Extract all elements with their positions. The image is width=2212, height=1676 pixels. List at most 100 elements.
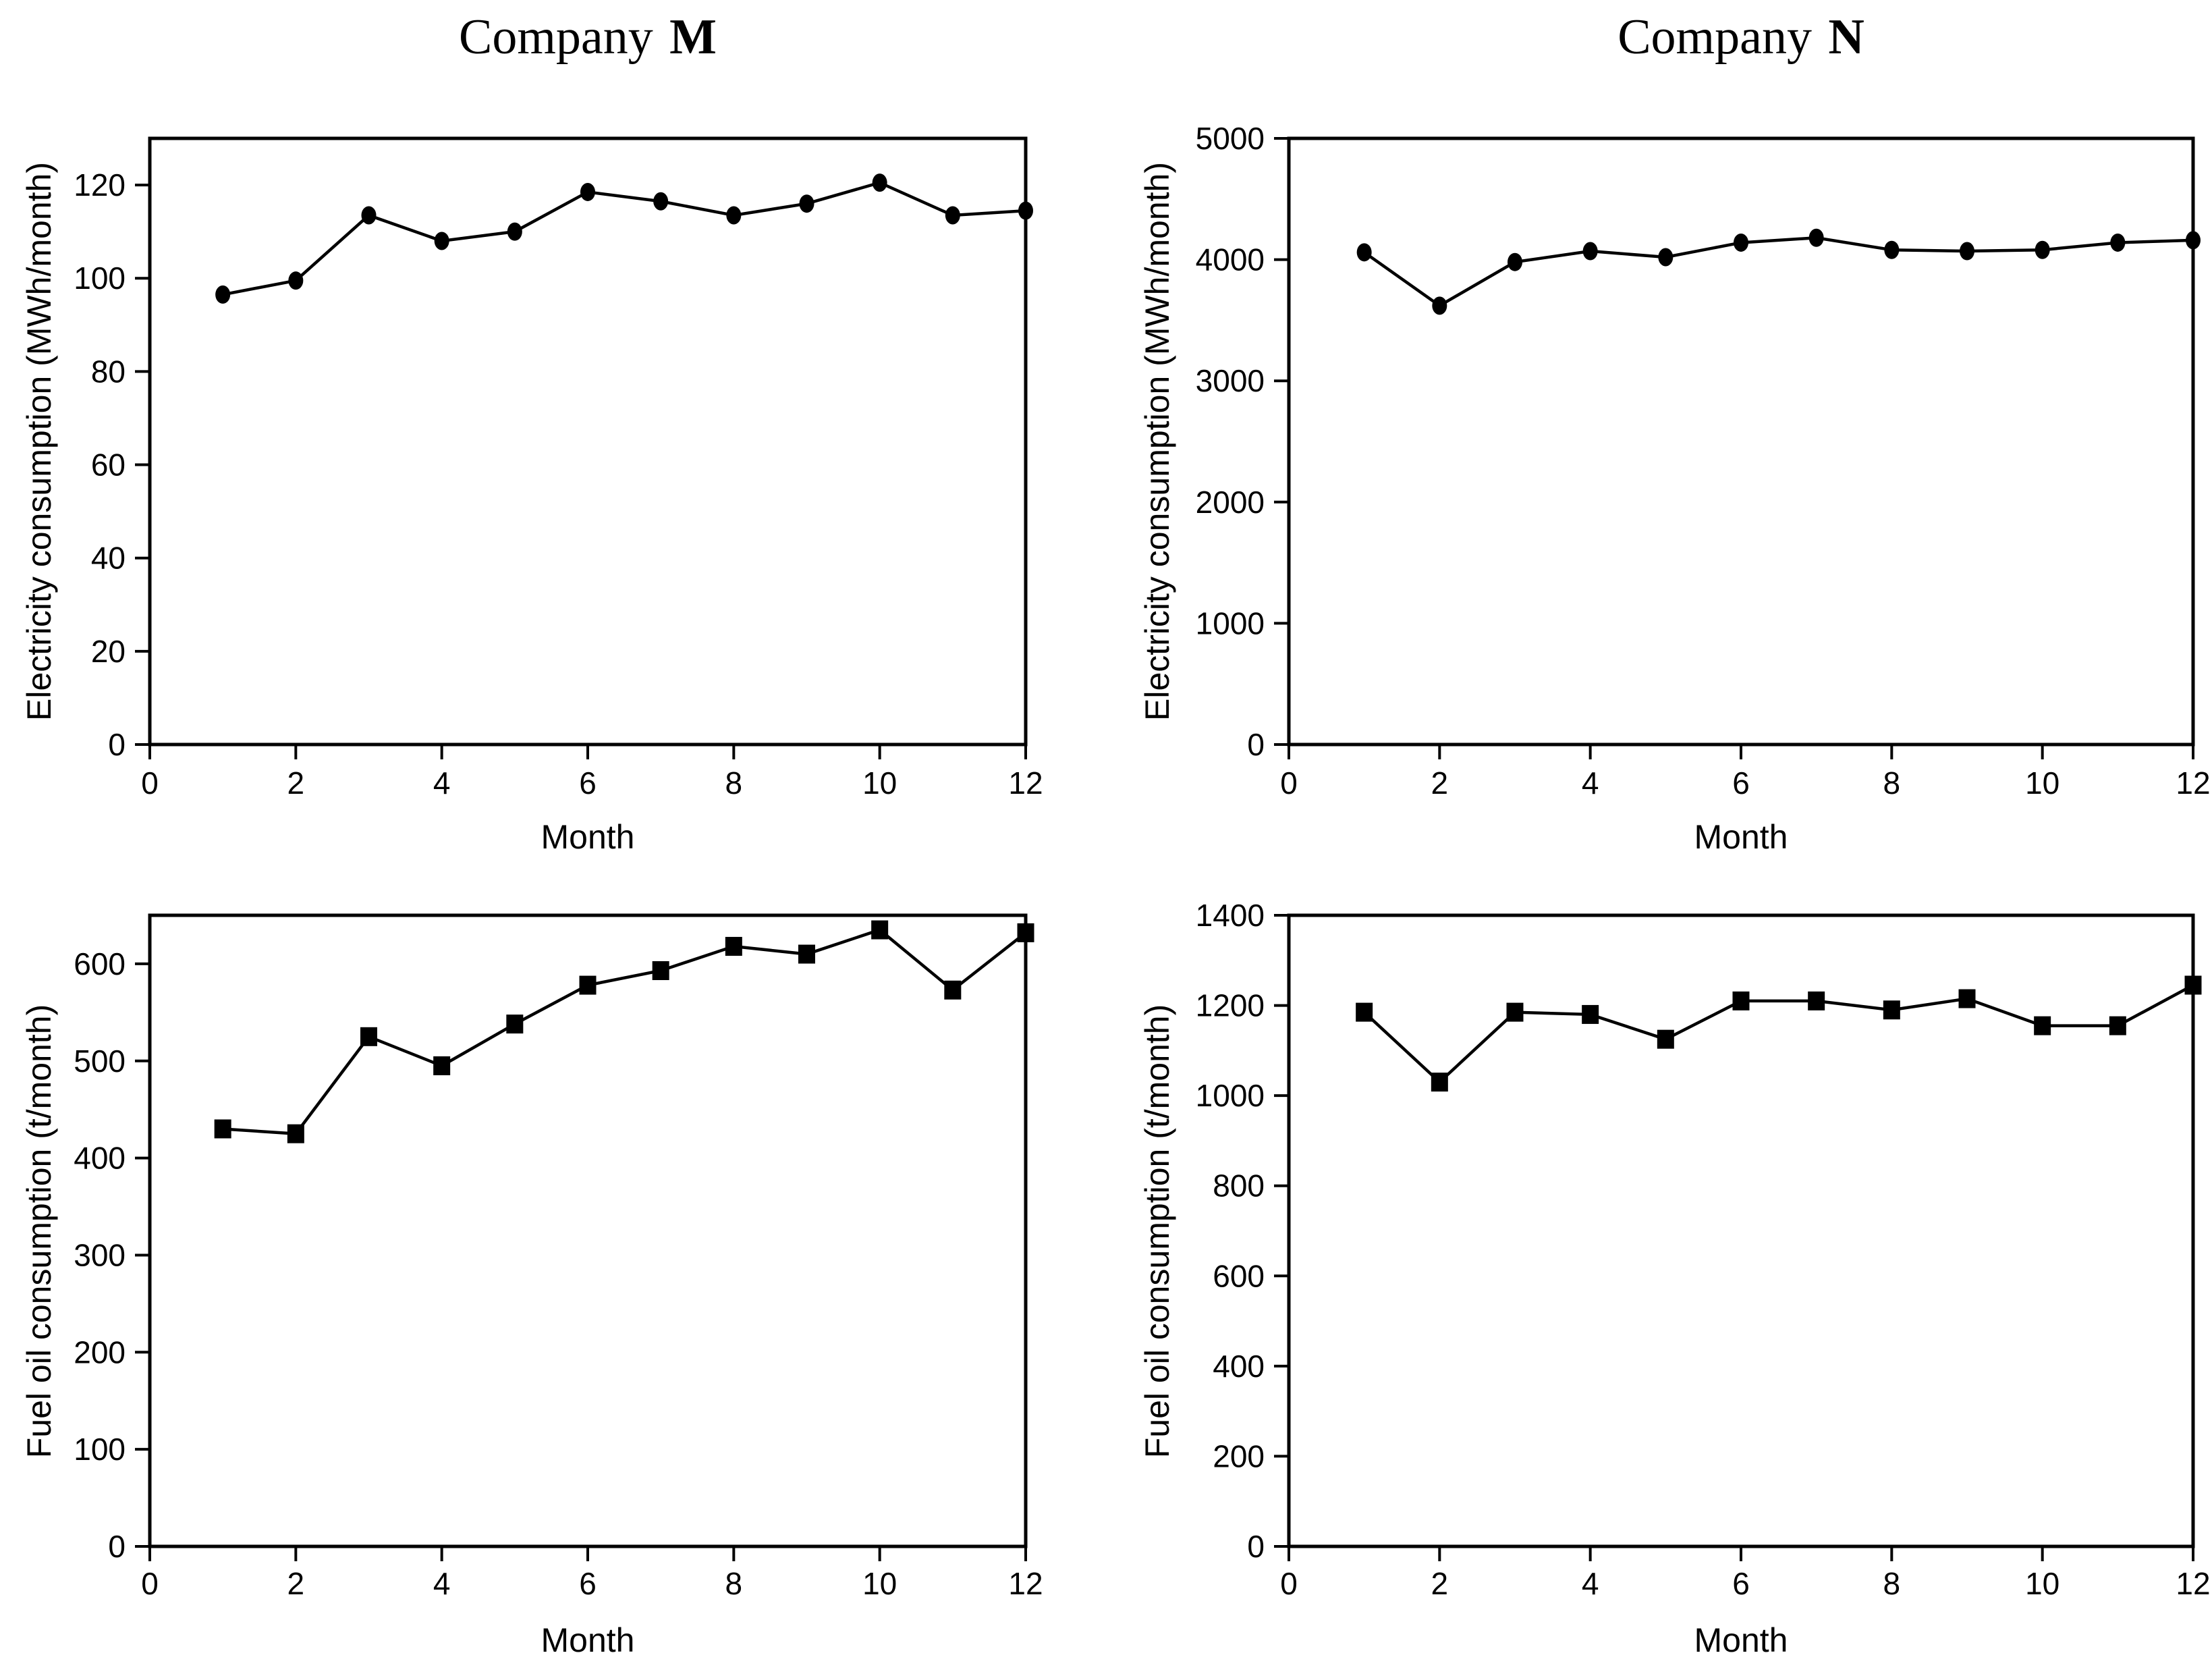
data-point-square-marker (1582, 1004, 1599, 1024)
x-tick-label: 4 (433, 1566, 451, 1601)
x-tick-label: 8 (1883, 1566, 1901, 1601)
x-tick-label: 12 (1008, 1566, 1043, 1601)
data-point-circle-marker (799, 194, 814, 213)
data-point-square-marker (1506, 1002, 1524, 1022)
x-axis-title: Month (1694, 818, 1788, 856)
data-point-square-marker (579, 975, 597, 995)
y-tick-label: 0 (108, 727, 126, 762)
y-tick-label: 1000 (1196, 605, 1265, 641)
plot-area-company-m-fuel-oil: 0 100 200 300 400 500 600 0 2 4 6 8 10 12 (74, 913, 1043, 1601)
plot-frame (148, 913, 1028, 1548)
plot-frame (1287, 136, 2195, 747)
series-line (1363, 236, 2194, 308)
data-point-circle-marker (2110, 233, 2126, 252)
x-tick-label: 12 (2176, 1566, 2210, 1601)
x-tick-label: 8 (1883, 765, 1901, 801)
data-point-square-marker (1356, 1002, 1373, 1022)
data-point-circle-marker (1432, 296, 1447, 315)
data-point-square-marker (360, 1027, 377, 1046)
data-point-circle-marker (945, 206, 960, 225)
data-point-square-marker (1732, 991, 1750, 1010)
plot-area-company-n-fuel-oil: 0 200 400 600 800 1000 1200 1400 0 2 4 6 8 10 12 (1196, 898, 2211, 1601)
y-tick-label: 1200 (1196, 988, 1265, 1023)
data-point-circle-marker (580, 182, 595, 201)
data-point-square-marker (2109, 1016, 2126, 1035)
data-point-circle-marker (726, 206, 742, 225)
y-tick-label: 60 (91, 448, 126, 483)
data-point-square-marker (1657, 1029, 1674, 1049)
series-line (222, 181, 1026, 296)
chart-title-text: Company (1617, 9, 1812, 65)
y-tick-label: 800 (1213, 1168, 1265, 1204)
x-tick-label: 8 (725, 1566, 743, 1601)
data-point-square-marker (944, 980, 962, 1000)
x-tick-label: 6 (579, 765, 597, 801)
y-tick-label: 400 (74, 1141, 126, 1176)
x-tick-label: 12 (1008, 765, 1043, 801)
data-point-square-marker (506, 1015, 524, 1034)
data-point-circle-marker (1734, 233, 1748, 252)
data-point-square-marker (1883, 1000, 1900, 1020)
y-tick-label: 20 (91, 634, 126, 669)
y-tick-label: 300 (74, 1237, 126, 1272)
y-tick-label: 40 (91, 541, 126, 576)
x-tick-label: 10 (2025, 1566, 2059, 1601)
chart-title-company-n: Company N (1617, 12, 1864, 62)
data-point-circle-marker (1808, 228, 1824, 247)
y-tick-label: 1400 (1196, 898, 1265, 933)
y-tick-label: 500 (74, 1044, 126, 1079)
data-point-square-marker (433, 1056, 451, 1075)
y-tick-label: 4000 (1196, 242, 1265, 277)
y-tick-label: 600 (1213, 1258, 1265, 1293)
plot-frame (148, 136, 1028, 747)
data-point-circle-marker (361, 206, 377, 225)
x-tick-label: 10 (862, 765, 897, 801)
plot-area-company-m-electricity: 0 20 40 60 80 100 120 0 2 4 6 8 10 12 (74, 136, 1043, 801)
data-point-square-marker (725, 937, 742, 956)
x-tick-label: 6 (1732, 765, 1750, 801)
x-axis-title: Month (541, 818, 635, 856)
data-point-square-marker (287, 1124, 304, 1143)
x-tick-label: 6 (1732, 1566, 1750, 1601)
x-tick-label: 6 (579, 1566, 597, 1601)
chart-title-text: Company (458, 9, 653, 65)
data-point-square-marker (2184, 975, 2202, 995)
x-tick-label: 4 (1582, 765, 1599, 801)
x-tick-label: 0 (1280, 1566, 1298, 1601)
y-tick-label: 1000 (1196, 1078, 1265, 1113)
x-tick-label: 4 (433, 765, 451, 801)
data-point-circle-marker (2186, 231, 2201, 250)
data-point-square-marker (2034, 1016, 2051, 1035)
y-tick-label: 120 (74, 167, 126, 202)
y-tick-label: 200 (74, 1334, 126, 1370)
data-point-square-marker (1017, 923, 1034, 942)
series-line (223, 928, 1027, 1135)
x-tick-label: 4 (1582, 1566, 1599, 1601)
x-tick-label: 12 (2176, 765, 2210, 801)
data-point-circle-marker (1884, 240, 1900, 259)
x-axis-title: Month (1694, 1621, 1788, 1659)
y-tick-label: 200 (1213, 1438, 1265, 1474)
data-point-square-marker (1958, 989, 1976, 1008)
y-tick-label: 80 (91, 354, 126, 389)
data-point-circle-marker (1018, 201, 1033, 220)
x-tick-label: 10 (862, 1566, 897, 1601)
x-tick-label: 2 (1431, 765, 1449, 801)
y-tick-label: 100 (74, 261, 126, 296)
data-point-circle-marker (434, 232, 449, 250)
chart-company-n-electricity: Company N Electricity consumption (MWh/mo… (1106, 0, 2212, 854)
chart-title-bold-letter: M (669, 9, 717, 65)
x-axis-title: Month (541, 1621, 635, 1659)
chart-title-bold-letter: N (1828, 9, 1864, 65)
data-point-circle-marker (872, 173, 887, 192)
y-tick-label: 0 (1247, 727, 1265, 762)
data-point-square-marker (871, 920, 889, 940)
data-point-circle-marker (507, 222, 522, 241)
x-tick-label: 0 (1280, 765, 1298, 801)
x-tick-label: 2 (287, 765, 305, 801)
y-tick-label: 5000 (1196, 121, 1265, 156)
data-point-square-marker (652, 961, 669, 980)
data-point-circle-marker (1582, 242, 1598, 261)
data-point-circle-marker (2035, 240, 2050, 259)
